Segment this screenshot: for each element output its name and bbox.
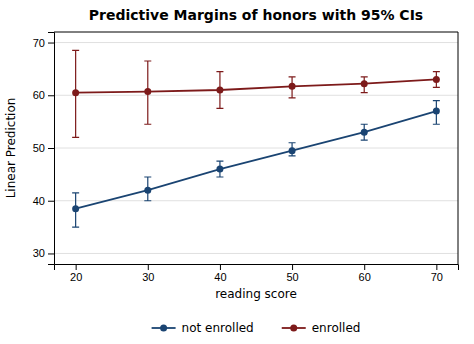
grid-line: [54, 42, 458, 43]
tick-label: 60: [359, 271, 371, 283]
error-bar: [361, 124, 368, 140]
grid-line: [54, 253, 458, 254]
tick-label: 40: [214, 271, 226, 283]
tick-mark: [364, 264, 365, 270]
frame-line: [54, 32, 458, 33]
tick-label: 70: [431, 271, 443, 283]
tick-label: 70: [33, 37, 45, 49]
legend: not enrolled enrolled: [152, 321, 361, 335]
point: [144, 88, 151, 95]
point: [361, 129, 368, 136]
legend-swatch: [160, 325, 167, 332]
y-axis-title: Linear Prediction: [4, 98, 18, 199]
title: Predictive Margins of honors with 95% CI…: [89, 7, 423, 23]
tick-label: 30: [33, 247, 45, 259]
line: [76, 79, 437, 92]
tick-label: 50: [286, 271, 298, 283]
point: [216, 166, 223, 173]
tick-mark: [436, 264, 437, 270]
grid-line: [54, 148, 458, 149]
point: [289, 83, 296, 90]
tick: 70: [33, 37, 54, 49]
x-axis-title: reading score: [215, 287, 297, 301]
error-bar: [289, 143, 296, 156]
grid: [54, 43, 458, 254]
tick-mark: [76, 264, 77, 270]
axis-line: [55, 265, 459, 271]
line: [76, 111, 437, 209]
tick: 20: [70, 264, 82, 283]
point: [433, 76, 440, 83]
legend-item: enrolled: [282, 321, 361, 335]
legend-label: enrolled: [312, 321, 361, 335]
point: [72, 205, 79, 212]
tick-mark: [48, 95, 54, 96]
tick-mark: [292, 264, 293, 270]
point: [72, 89, 79, 96]
tick-mark: [48, 148, 54, 149]
error-bar: [433, 72, 440, 88]
tick-mark: [48, 253, 54, 254]
error-bar: [216, 161, 223, 177]
legend-item: not enrolled: [152, 321, 254, 335]
tick: 30: [142, 264, 154, 283]
error-bar: [216, 72, 223, 109]
grid-line: [54, 200, 458, 201]
tick-label: 40: [33, 195, 45, 207]
series: [72, 101, 440, 228]
error-bar: [144, 61, 151, 124]
tick: 30: [33, 247, 54, 259]
tick-mark: [48, 43, 54, 44]
tick: 50: [33, 142, 54, 154]
marks: [72, 50, 440, 227]
tick: 60: [359, 264, 371, 283]
error-bar: [72, 50, 79, 137]
point: [361, 80, 368, 87]
tick-mark: [48, 201, 54, 202]
error-bar: [433, 101, 440, 125]
tick-label: 50: [33, 142, 45, 154]
chart: 20 30 40 50 60 70 30 40 50 60 70 Predictive Margins…: [0, 0, 474, 344]
error-bar: [289, 77, 296, 98]
frame-line: [458, 32, 459, 264]
axis-line: [48, 33, 55, 265]
tick-label: 30: [142, 271, 154, 283]
grid-line: [54, 95, 458, 96]
point: [216, 87, 223, 94]
tick: 40: [33, 195, 54, 207]
tick: 40: [214, 264, 226, 283]
error-bar: [144, 177, 151, 201]
tick: 60: [33, 89, 54, 101]
error-bar: [72, 193, 79, 227]
point: [144, 187, 151, 194]
tick: 70: [431, 264, 443, 283]
error-bar: [361, 77, 368, 93]
series: [72, 50, 440, 137]
x-axis: 20 30 40 50 60 70: [55, 264, 459, 283]
legend-swatch: [290, 325, 297, 332]
legend-label: not enrolled: [182, 321, 254, 335]
tick-label: 20: [70, 271, 82, 283]
plot-area: 20 30 40 50 60 70 30 40 50 60 70: [33, 32, 459, 283]
point: [289, 147, 296, 154]
tick-mark: [148, 264, 149, 270]
tick: 50: [286, 264, 298, 283]
y-axis: 30 40 50 60 70: [33, 33, 55, 265]
point: [433, 108, 440, 115]
tick-label: 60: [33, 89, 45, 101]
tick-mark: [220, 264, 221, 270]
